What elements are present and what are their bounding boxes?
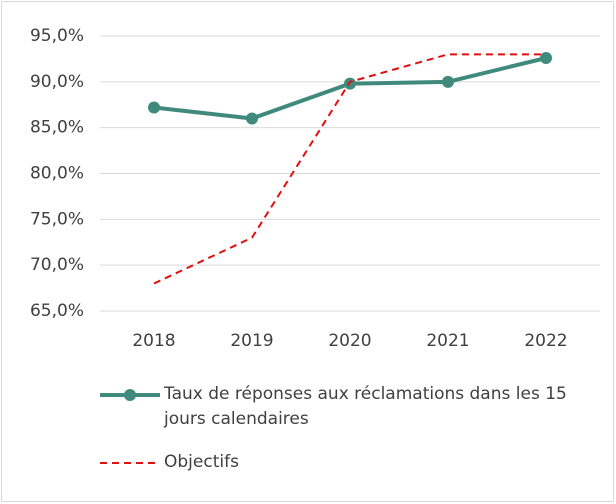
legend-label: Taux de réponses aux réclamations dans l… (164, 384, 567, 429)
y-tick-label: 80,0% (30, 164, 84, 184)
y-tick-label: 95,0% (30, 26, 84, 46)
x-tick-label: 2020 (328, 331, 371, 351)
y-tick-label: 85,0% (30, 118, 84, 138)
data-point (148, 101, 160, 114)
legend-label: Objectifs (164, 452, 239, 472)
data-point (442, 75, 454, 88)
y-tick-label: 90,0% (30, 72, 84, 92)
data-point (540, 52, 552, 64)
legend-marker (124, 389, 136, 401)
y-tick-label: 65,0% (30, 301, 84, 321)
data-point (246, 112, 258, 125)
x-tick-label: 2022 (524, 331, 567, 351)
x-tick-label: 2018 (132, 331, 175, 351)
series-line (153, 53, 546, 285)
y-tick-label: 70,0% (30, 255, 84, 275)
x-tick-label: 2021 (426, 331, 469, 351)
x-tick-label: 2019 (230, 331, 273, 351)
y-tick-label: 75,0% (30, 209, 84, 229)
